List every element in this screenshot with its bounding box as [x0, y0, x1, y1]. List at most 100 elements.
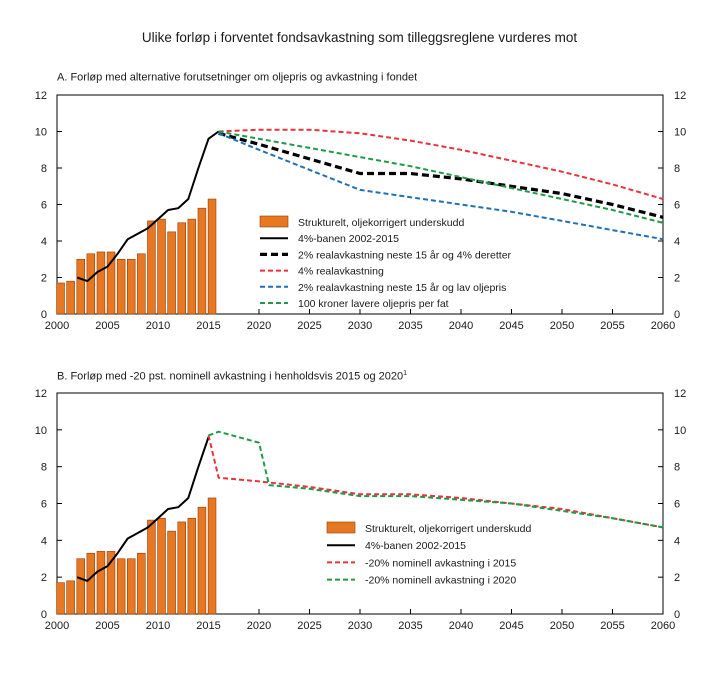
bar [66, 580, 75, 615]
bar [96, 251, 106, 315]
panel-a-title-text: A. Forløp med alternative forutsetninger… [57, 71, 418, 84]
bar [116, 258, 126, 315]
y-tick-label-right: 2 [674, 273, 680, 285]
y-tick-label-left: 2 [41, 572, 47, 584]
legend-label: 2% realavkastning neste 15 år og lav olj… [298, 282, 506, 294]
legend-swatch-bar [326, 521, 356, 534]
bar [106, 551, 116, 615]
bar [167, 530, 176, 615]
series-line-2 [218, 131, 664, 219]
legend-label: -20% nominell avkastning i 2020 [365, 575, 516, 587]
y-tick-label-right: 6 [674, 499, 680, 511]
y-tick-label-left: 12 [35, 90, 47, 102]
figure-title: Ulike forløp i forventet fondsavkastning… [141, 30, 578, 45]
legend-label: Strukturelt, oljekorrigert underskudd [365, 523, 531, 535]
bar [137, 253, 146, 315]
x-tick-label: 2055 [600, 620, 624, 632]
x-tick-label: 2025 [297, 320, 321, 332]
bar [167, 231, 176, 315]
bar [187, 218, 197, 315]
y-tick-label-right: 8 [674, 462, 680, 474]
bar [187, 517, 197, 615]
x-tick-label: 2035 [398, 320, 422, 332]
bar [56, 282, 65, 315]
x-tick-label: 2045 [499, 320, 523, 332]
x-tick-label: 2010 [146, 320, 170, 332]
legend-label: 100 kroner lavere oljepris per fat [298, 298, 449, 310]
y-tick-label-left: 10 [35, 127, 47, 139]
panel-a-legend: Strukturelt, oljekorrigert underskudd 4%-… [259, 215, 512, 310]
panel-b-title-text: B. Forløp med -20 pst. nominell avkastni… [57, 370, 404, 383]
x-tick-label: 2015 [196, 320, 220, 332]
y-tick-label-right: 8 [674, 163, 680, 175]
bar [177, 521, 186, 615]
y-tick-label-right: 0 [674, 609, 680, 621]
bar [96, 551, 106, 615]
bar [116, 558, 126, 615]
panel-b-plot: 0 0 2 2 4 4 6 6 8 8 10 10 12 12 2000 2005 2010 2015 2020 20… [35, 388, 687, 632]
y-tick-label-left: 0 [41, 309, 47, 321]
bar [157, 218, 166, 315]
y-tick-label-left: 8 [41, 462, 47, 474]
y-tick-label-right: 12 [674, 388, 686, 400]
panel-b-title: B. Forløp med -20 pst. nominell avkastni… [57, 370, 407, 383]
bar [86, 253, 96, 315]
bar [66, 280, 75, 315]
legend-label: 2% realavkastning neste 15 år og 4% dere… [298, 249, 512, 261]
bar [126, 258, 136, 315]
y-tick-label-right: 10 [674, 425, 686, 437]
bar [76, 258, 85, 315]
series-line-4 [218, 132, 664, 241]
y-tick-label-left: 2 [41, 273, 47, 285]
x-tick-label: 2045 [499, 620, 523, 632]
legend-label: 4%-banen 2002-2015 [298, 233, 399, 245]
legend-swatch-bar [259, 215, 289, 228]
y-tick-label-left: 6 [41, 200, 47, 212]
x-tick-label: 2050 [550, 320, 574, 332]
bar [86, 552, 96, 615]
y-tick-label-left: 10 [35, 425, 47, 437]
y-tick-label-right: 0 [674, 309, 680, 321]
x-tick-label: 2020 [247, 320, 271, 332]
bar [197, 506, 207, 615]
x-tick-label: 2020 [247, 620, 271, 632]
x-tick-label: 2030 [348, 320, 372, 332]
y-tick-label-right: 4 [674, 535, 680, 547]
series-line-2 [207, 435, 664, 529]
y-tick-label-right: 10 [674, 127, 686, 139]
legend-label: 4% realavkastning [298, 266, 384, 278]
bar [207, 497, 217, 615]
x-tick-label: 2035 [398, 620, 422, 632]
x-tick-label: 2060 [651, 620, 675, 632]
x-tick-label: 2010 [146, 620, 170, 632]
x-tick-label: 2055 [600, 320, 624, 332]
y-tick-label-left: 12 [35, 388, 47, 400]
x-tick-label: 2050 [550, 620, 574, 632]
bar [106, 251, 116, 315]
bar [147, 220, 156, 315]
y-tick-label-left: 0 [41, 609, 47, 621]
series-line-1 [76, 130, 220, 283]
x-tick-label: 2000 [45, 620, 69, 632]
y-tick-label-right: 4 [674, 236, 680, 248]
y-tick-label-left: 4 [41, 236, 47, 248]
y-tick-label-left: 4 [41, 535, 47, 547]
panel-a-plot: 0 0 2 2 4 4 6 6 8 8 10 10 12 12 2000 2005 2010 2015 2020 20… [35, 90, 687, 332]
bar [147, 519, 156, 615]
bar [76, 558, 85, 615]
legend-label: 4%-banen 2002-2015 [365, 540, 466, 552]
bar [207, 198, 217, 315]
x-tick-label: 2025 [297, 620, 321, 632]
x-tick-label: 2005 [95, 620, 119, 632]
legend-label: -20% nominell avkastning i 2015 [365, 557, 516, 569]
bar [177, 222, 186, 315]
series-line-5 [218, 130, 664, 224]
series-line-3 [218, 128, 664, 200]
y-tick-label-right: 6 [674, 200, 680, 212]
bar [137, 552, 146, 615]
y-tick-label-left: 8 [41, 163, 47, 175]
legend-label: Strukturelt, oljekorrigert underskudd [298, 217, 464, 229]
y-tick-label-right: 12 [674, 90, 686, 102]
